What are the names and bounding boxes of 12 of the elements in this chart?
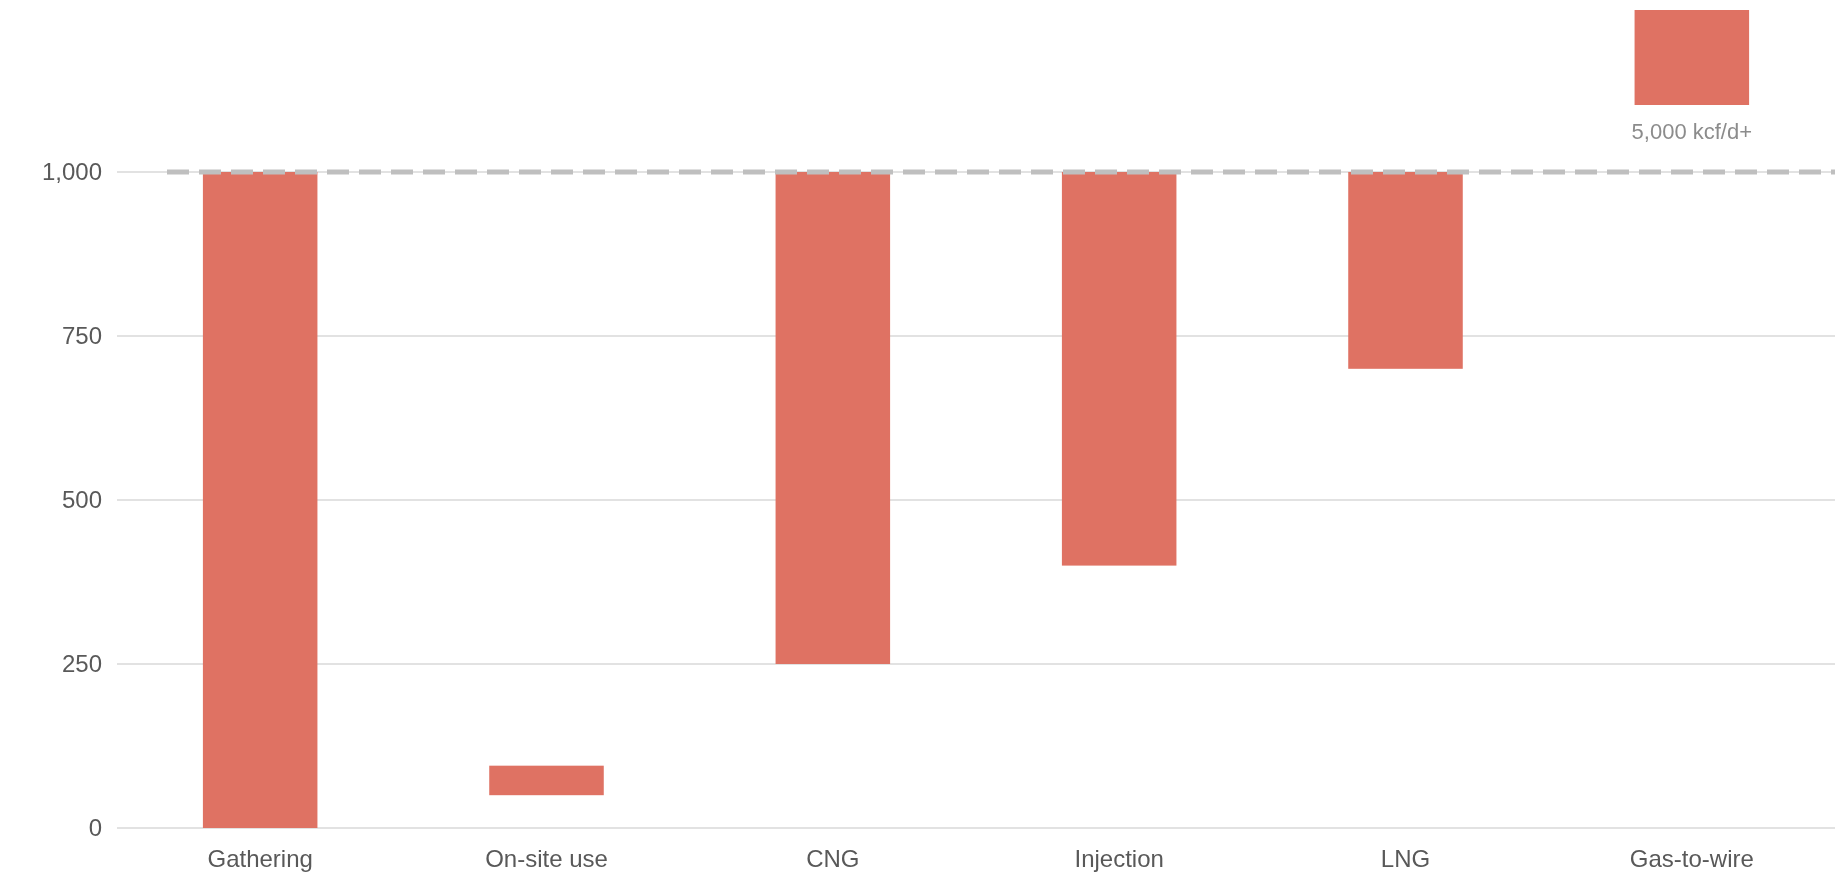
x-tick-label: CNG [806,845,860,873]
x-tick-label: Injection [1074,845,1164,873]
x-tick-label: On-site use [485,845,608,873]
y-tick-label: 750 [61,322,102,350]
x-tick-label: LNG [1380,845,1431,873]
y-tick-label: 1,000 [41,158,102,186]
y-tick-label: 250 [61,650,102,678]
y-tick-label: 500 [61,486,102,514]
y-tick-label: 0 [88,814,102,842]
x-tick-label: Gas-to-wire [1629,845,1754,873]
text: 5,000 kcf/d+ [1631,119,1753,144]
x-tick-label: Gathering [207,845,313,873]
